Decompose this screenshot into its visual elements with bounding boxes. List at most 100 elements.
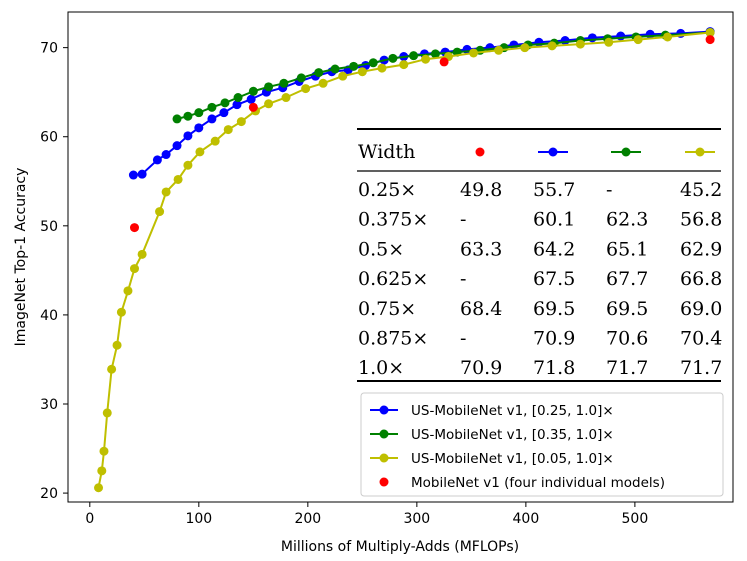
data-point [430, 49, 440, 59]
table-cell: 68.4 [460, 298, 502, 320]
data-point [130, 223, 139, 233]
table-cell: - [460, 268, 466, 290]
data-point [152, 155, 162, 165]
table-row-width: 0.75× [358, 298, 416, 320]
marker-dot [475, 147, 485, 157]
y-tick-label: 20 [40, 486, 58, 502]
legend-label: US-MobileNet v1, [0.05, 1.0]× [411, 451, 614, 467]
data-point [633, 35, 643, 45]
table-cell: 69.5 [533, 298, 575, 320]
table-cell: 49.8 [460, 179, 502, 201]
table-cell: 55.7 [533, 179, 575, 201]
legend-label: US-MobileNet v1, [0.35, 1.0]× [411, 427, 614, 443]
data-point [264, 82, 274, 92]
series-us-mobilenet-005 [94, 27, 715, 493]
y-tick-label: 70 [40, 41, 58, 57]
table-cell: 45.2 [680, 179, 722, 201]
legend-box [360, 392, 724, 497]
table-cell: 69.5 [606, 298, 648, 320]
table-cell: 71.7 [680, 357, 722, 379]
data-point [236, 117, 246, 127]
legend-item: US-MobileNet v1, [0.05, 1.0]× [370, 451, 614, 467]
series-us-mobilenet-025 [128, 27, 715, 180]
table-header-marker [538, 147, 568, 157]
legend-label: US-MobileNet v1, [0.25, 1.0]× [411, 403, 614, 419]
data-point [207, 102, 217, 112]
data-point [705, 27, 715, 37]
legend-item: US-MobileNet v1, [0.35, 1.0]× [370, 427, 614, 443]
data-point [183, 111, 193, 121]
data-point [330, 64, 340, 74]
table-cell: 70.9 [460, 357, 502, 379]
data-point [575, 39, 585, 49]
marker-dot [621, 147, 631, 157]
data-point [388, 53, 398, 63]
table-cell: 70.6 [606, 328, 648, 350]
data-point [195, 147, 205, 157]
data-point [207, 114, 217, 124]
legend-swatch-dot [379, 405, 389, 415]
data-point [520, 43, 530, 53]
table-row-width: 0.5× [358, 238, 404, 260]
plot-series [94, 27, 715, 493]
data-point [338, 71, 348, 81]
data-point [220, 98, 230, 108]
data-point [137, 169, 147, 179]
data-point [194, 123, 204, 133]
data-point [172, 141, 182, 151]
x-tick-label: 400 [513, 511, 540, 527]
data-point [409, 51, 419, 61]
table-cell: 70.9 [533, 328, 575, 350]
data-point [318, 78, 328, 88]
data-point [102, 408, 112, 418]
data-point [194, 108, 204, 118]
data-point [246, 94, 256, 104]
x-tick-label: 300 [403, 511, 430, 527]
data-point [128, 170, 138, 180]
table-row-width: 0.875× [358, 328, 428, 350]
table-row-width: 0.375× [358, 209, 428, 231]
data-point [705, 35, 715, 45]
legend-swatch-dot [379, 429, 389, 439]
data-point [439, 57, 449, 67]
data-point [223, 125, 233, 135]
y-axis-title: ImageNet Top-1 Accuracy [13, 168, 29, 347]
table-header-marker [685, 147, 715, 157]
x-tick-label: 500 [622, 511, 649, 527]
data-point [112, 340, 122, 350]
table-cell: 67.7 [606, 268, 648, 290]
marker-dot [548, 147, 558, 157]
table-cell: 56.8 [680, 209, 722, 231]
series-mobilenet-individual [130, 35, 715, 233]
data-point [314, 68, 324, 78]
data-point [248, 86, 258, 96]
data-point [123, 286, 133, 296]
data-point [210, 136, 220, 146]
data-point [368, 58, 378, 68]
data-point [219, 108, 229, 118]
data-point [604, 37, 614, 47]
y-tick-label: 30 [40, 397, 58, 413]
table-row-width: 1.0× [358, 357, 404, 379]
plot-frame [67, 11, 734, 503]
data-point [560, 36, 570, 46]
data-point [547, 41, 557, 51]
data-point [232, 100, 242, 110]
data-point [99, 446, 109, 456]
data-point [97, 466, 107, 476]
table-cell: 63.3 [460, 238, 502, 260]
data-point [94, 483, 104, 493]
table-cell: - [460, 209, 466, 231]
table-cell: 60.1 [533, 209, 575, 231]
data-point [296, 73, 306, 83]
data-point [183, 131, 193, 141]
data-point [279, 78, 289, 88]
data-point [587, 33, 597, 43]
table-cell: 70.4 [680, 328, 722, 350]
data-point [172, 114, 182, 124]
table-cell: 69.0 [680, 298, 722, 320]
data-point [116, 307, 126, 317]
table-cell: 67.5 [533, 268, 575, 290]
data-point [616, 31, 626, 41]
data-point [161, 187, 171, 197]
